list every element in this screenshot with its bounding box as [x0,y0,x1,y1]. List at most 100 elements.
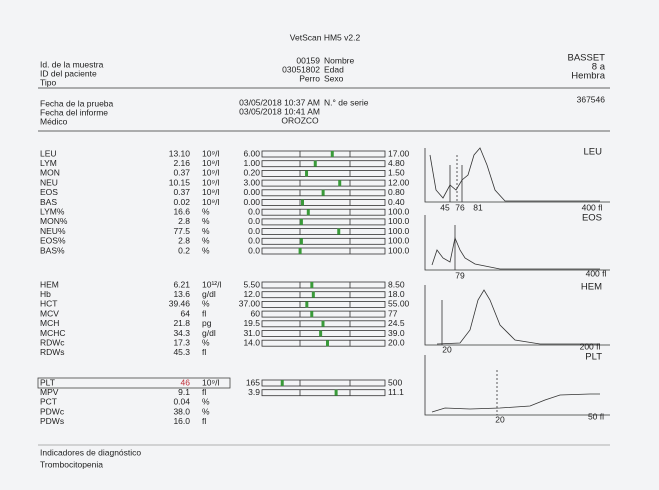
date-answer: 367546 [577,94,606,104]
result-value: 0.37 [173,187,190,197]
result-value: 2.8 [178,216,190,226]
range-bar [261,160,386,168]
value-marker [313,160,317,167]
range-low: 19.5 [243,318,260,328]
range-bar [261,228,386,236]
hist-title: HEM [581,282,602,293]
result-value: 2.16 [173,158,190,168]
range-high: 100.0 [388,245,410,255]
range-high: 17.00 [388,148,410,158]
range-bar [261,339,386,347]
result-value: 13.10 [169,148,191,158]
range-high: 55.00 [388,299,410,309]
range-bar [261,310,386,318]
hist-tick: 76 [455,202,465,212]
hist-curve [436,289,600,345]
result-value: 9.1 [178,387,190,397]
range-bar [261,281,386,289]
range-low: 1.00 [243,158,260,168]
range-bar [261,150,386,158]
result-name: MON% [40,216,68,226]
range-bar [261,379,386,387]
result-unit: % [202,406,210,416]
hist-axis [424,285,610,346]
range-low: 5.50 [243,279,260,289]
info-value: 03051802 [282,64,320,74]
range-low: 165 [246,377,260,387]
range-low: 0.0 [248,236,260,246]
range-low: 0.0 [248,245,260,255]
range-high: 100.0 [388,206,410,216]
result-value: 0.2 [178,245,190,255]
range-bar [261,389,386,397]
result-value: 34.3 [173,328,190,338]
result-name: NEU [40,177,58,187]
info-label: Id. de la muestra [40,59,104,69]
range-high: 500 [388,377,402,387]
result-unit: fl [202,347,206,357]
range-high: 77 [388,308,398,318]
hist-curve [431,393,600,413]
hist-axis [424,215,610,271]
result-name: MCHC [40,328,66,338]
range-high: 1.50 [388,168,405,178]
title: VetScan HM5 v2.2 [290,32,361,42]
result-name: BAS% [40,245,65,255]
range-low: 0.0 [248,206,260,216]
result-value: 0.37 [173,168,190,178]
hist-tick: 45 [440,202,450,212]
range-low: 14.0 [243,337,260,347]
range-low: 0.0 [248,226,260,236]
range-low: 0.00 [243,197,260,207]
range-high: 100.0 [388,216,410,226]
flag-box [37,377,231,389]
result-name: Hb [40,289,51,299]
result-name: PDWc [40,406,65,416]
date-value: OROZCO [281,115,319,125]
range-low: 0.0 [248,216,260,226]
range-high: 100.0 [388,236,410,246]
result-name: EOS [40,187,58,197]
range-bar [261,330,386,337]
value-marker [337,228,341,235]
hist-tick: 20 [495,414,505,424]
hist-tick: 81 [473,202,483,212]
info-field: Sexo [324,73,344,83]
date-value: 03/05/2018 10:41 AM [239,106,320,116]
range-bar [261,179,386,187]
range-high: 39.0 [388,328,405,338]
value-marker [301,199,304,206]
hist-title: EOS [582,213,602,224]
value-marker [310,282,314,288]
value-marker [326,340,329,347]
result-unit: 10⁹/l [202,168,219,178]
result-name: BAS [40,197,57,207]
info-answer: BASSET [568,53,606,64]
range-low: 3.00 [243,177,260,187]
hist-axis [424,355,610,416]
date-field: N.° de serie [324,97,369,107]
result-unit: 10⁹/l [202,177,219,187]
result-unit: % [202,206,210,216]
result-value: 46 [181,377,191,387]
range-high: 20.0 [388,337,405,347]
result-unit: % [202,397,210,407]
result-name: MPV [40,387,59,397]
info-label: Tipo [40,77,56,87]
range-bar [261,300,386,308]
result-value: 2.8 [178,236,190,246]
hist-axis [424,148,610,203]
result-name: MON [40,168,60,178]
result-name: EOS% [40,236,66,246]
range-high: 24.5 [388,318,405,328]
value-marker [299,238,303,245]
hist-title: LEU [584,147,603,158]
result-unit: 10⁹/l [202,377,219,387]
result-unit: fl [202,387,206,397]
result-unit: % [202,245,210,255]
date-label: Fecha del informe [40,107,108,117]
range-bar [261,291,386,299]
result-value: 0.04 [173,397,190,407]
